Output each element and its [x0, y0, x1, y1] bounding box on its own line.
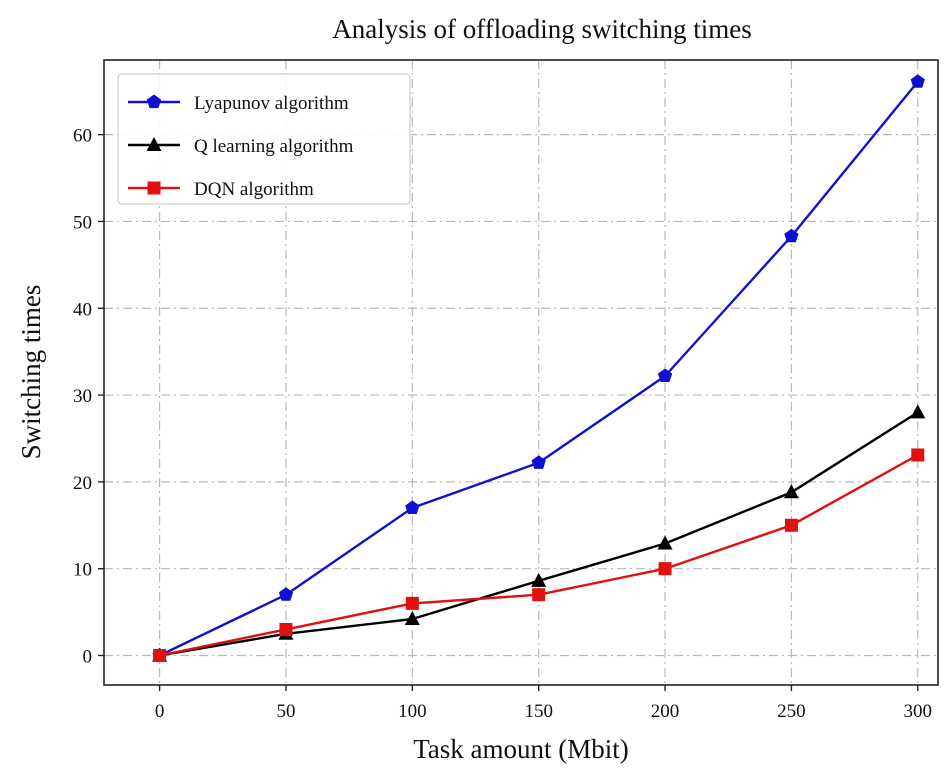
data-point	[910, 404, 926, 419]
y-tick-label: 30	[73, 386, 92, 407]
x-tick-label: 300	[904, 701, 933, 722]
data-point	[532, 588, 546, 602]
y-tick-label: 20	[73, 473, 92, 494]
data-point	[531, 572, 547, 587]
legend-item: Q learning algorithm	[128, 136, 354, 157]
data-point	[153, 648, 167, 662]
legend-item: DQN algorithm	[128, 179, 314, 200]
legend: Lyapunov algorithm Q learning algorithm DQ…	[117, 73, 411, 205]
x-tick-label: 250	[777, 701, 806, 722]
y-tick-label: 0	[83, 646, 93, 667]
data-point	[911, 448, 925, 462]
grid	[104, 60, 938, 685]
data-point	[910, 74, 925, 88]
data-point	[405, 500, 420, 514]
chart-title: Analysis of offloading switching times	[332, 14, 751, 44]
y-tick-label: 10	[73, 560, 92, 581]
legend-marker	[147, 181, 161, 195]
series-layer	[152, 74, 926, 662]
legend-label: Q learning algorithm	[194, 136, 354, 157]
series-1	[152, 74, 925, 662]
legend-item: Lyapunov algorithm	[128, 93, 349, 114]
data-point	[279, 622, 293, 636]
data-point	[405, 596, 419, 610]
x-tick-label: 50	[276, 701, 295, 722]
y-tick-label: 40	[73, 299, 92, 320]
x-tick-label: 150	[524, 701, 553, 722]
legend-box	[117, 73, 411, 205]
plot-frame	[103, 59, 939, 686]
data-point	[784, 518, 798, 532]
y-axis-label: Switching times	[16, 285, 46, 460]
series-3	[153, 448, 925, 662]
data-point	[404, 611, 420, 626]
data-point	[658, 562, 672, 576]
legend-label: DQN algorithm	[194, 179, 314, 200]
x-axis-label: Task amount (Mbit)	[413, 734, 629, 764]
axis-ticks: 0 50 100 150 200 250 300 0 10 20 30 40 50 60	[73, 126, 932, 722]
data-point	[784, 228, 799, 243]
data-point	[531, 455, 546, 469]
x-tick-label: 100	[398, 701, 427, 722]
data-point	[657, 535, 673, 550]
legend-marker	[146, 94, 162, 109]
y-tick-label: 60	[73, 126, 92, 147]
x-tick-label: 0	[155, 701, 165, 722]
legend-label: Lyapunov algorithm	[194, 93, 349, 114]
data-point	[657, 368, 673, 383]
data-point	[278, 587, 294, 601]
x-tick-label: 200	[651, 701, 680, 722]
y-tick-label: 50	[73, 212, 92, 233]
legend-marker	[146, 137, 162, 151]
data-point	[783, 484, 799, 499]
